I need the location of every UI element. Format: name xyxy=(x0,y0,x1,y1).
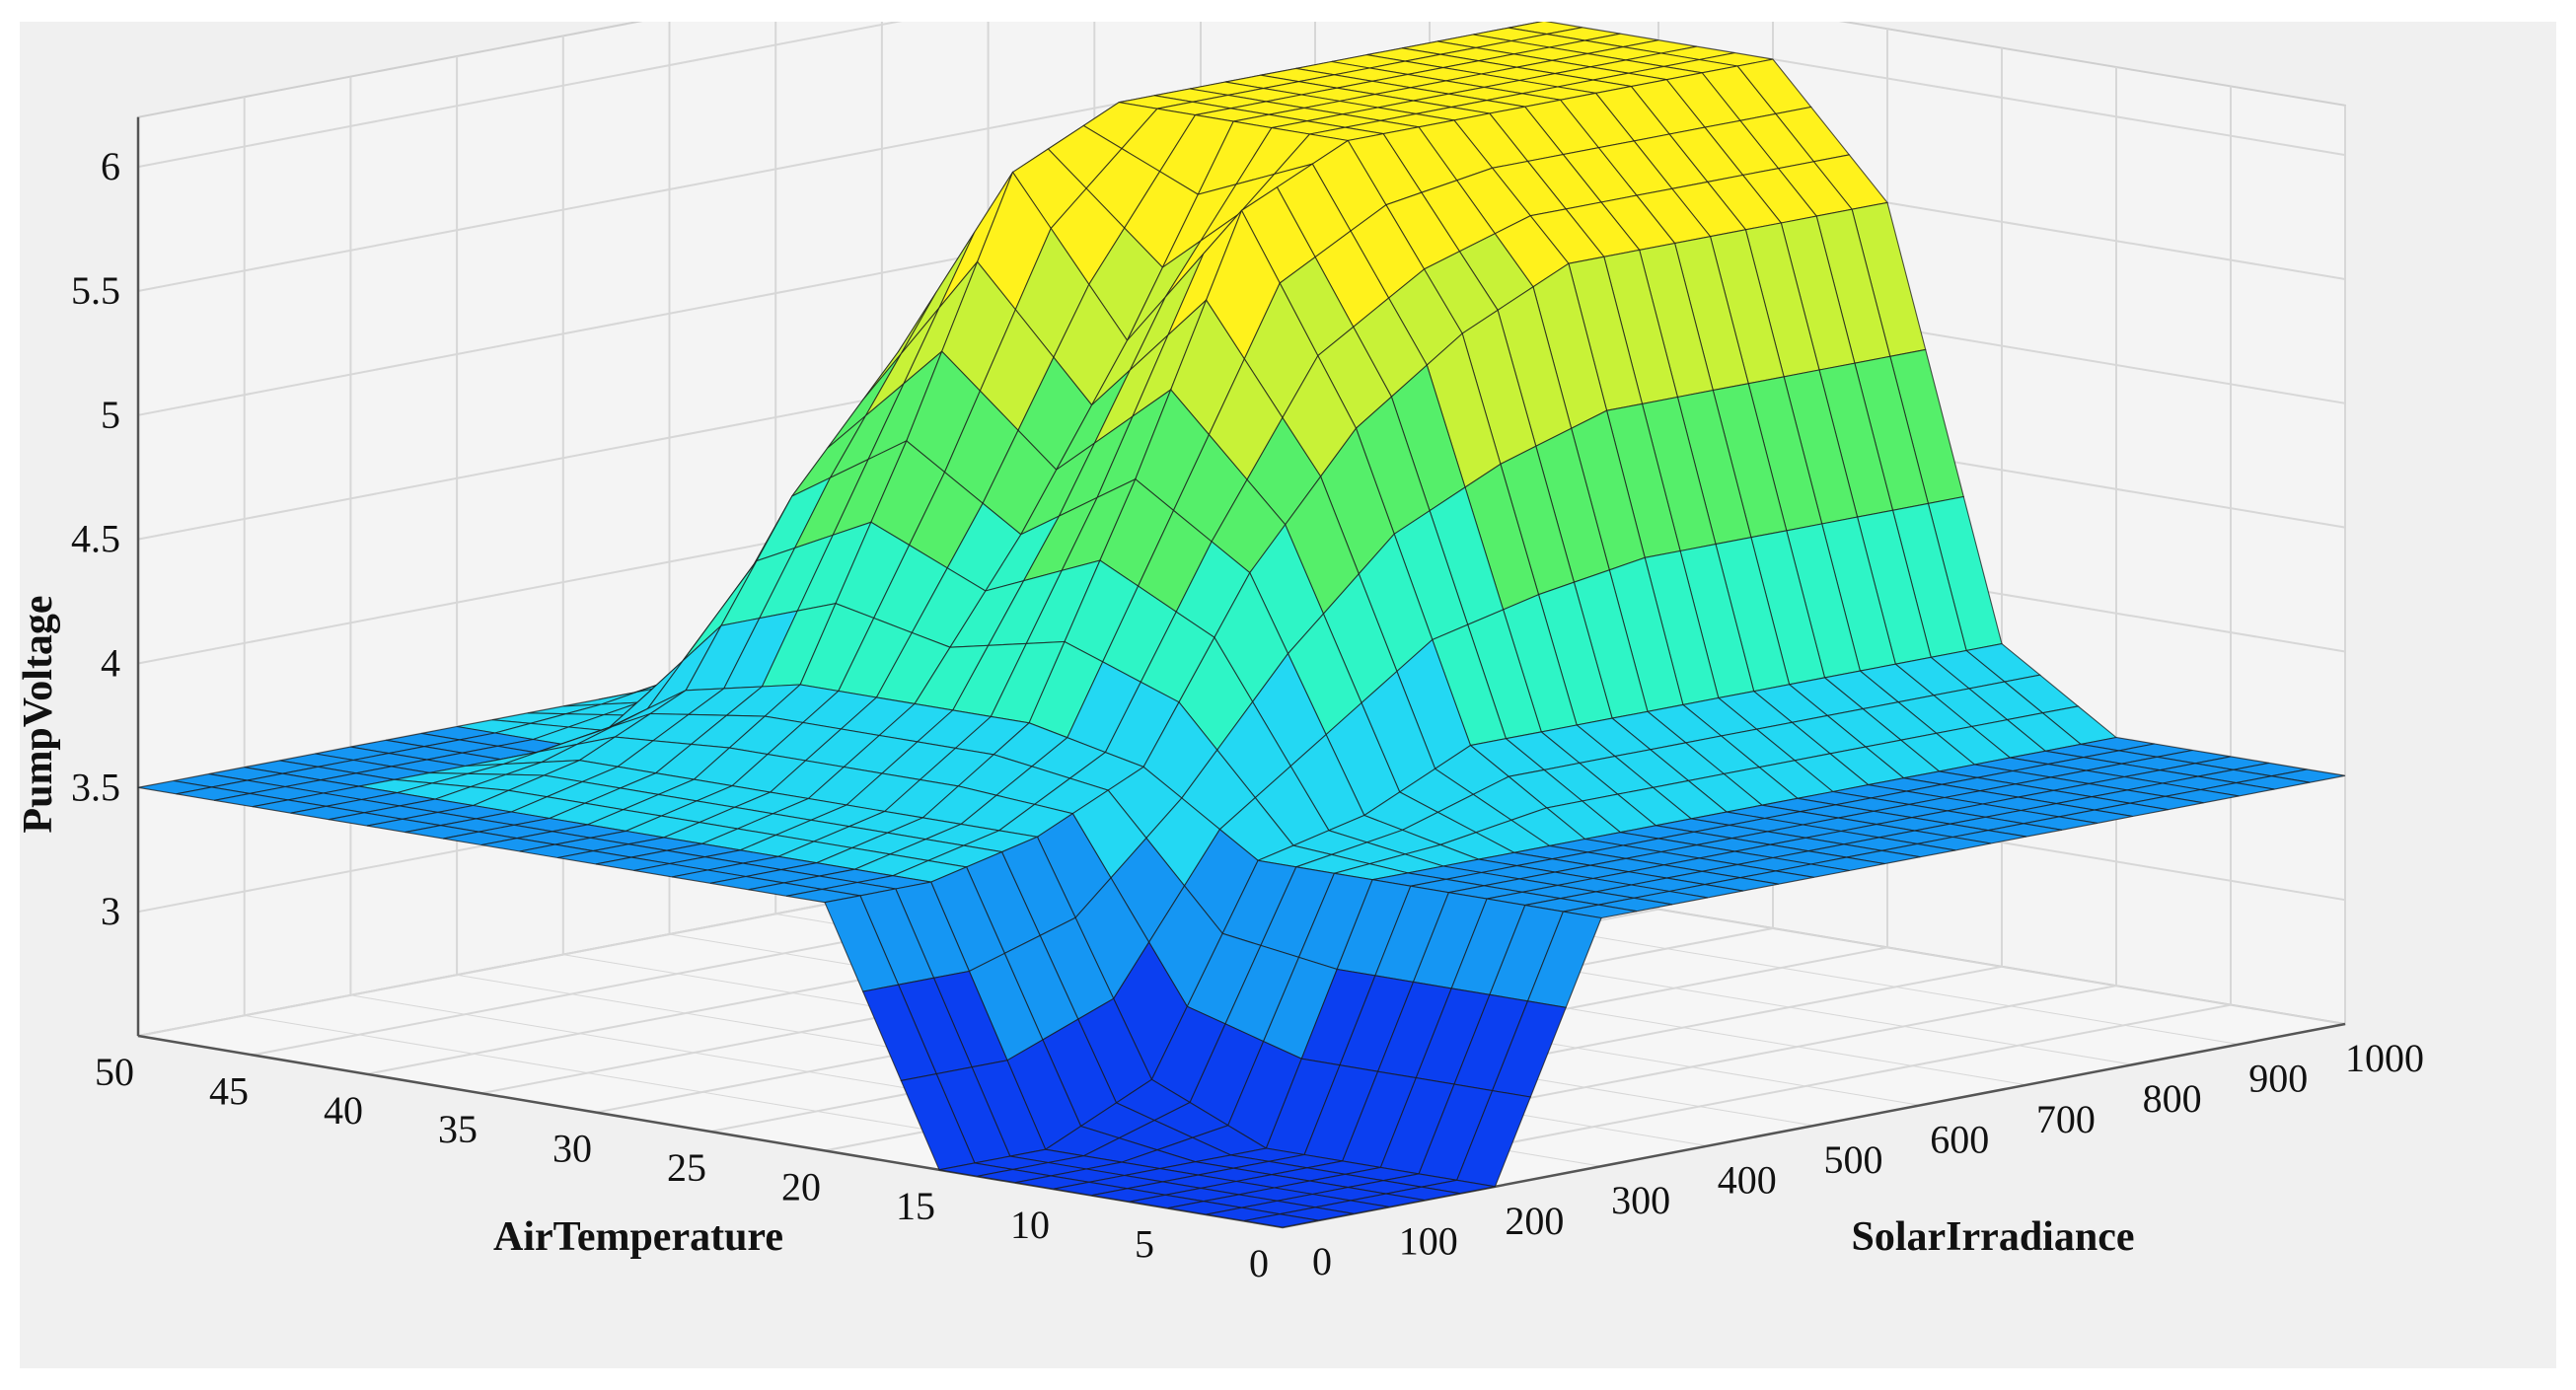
x-tick-label: 500 xyxy=(1824,1137,1883,1182)
wall-grid-z xyxy=(137,22,2346,169)
z-tick-label: 5 xyxy=(101,393,120,437)
x-tick-label: 900 xyxy=(2248,1057,2308,1101)
y-tick-label: 5 xyxy=(1135,1222,1154,1267)
x-tick-label: 300 xyxy=(1611,1178,1670,1222)
x-tick-label: 1000 xyxy=(2345,1036,2424,1080)
z-axis-label: PumpVoltage xyxy=(20,595,61,833)
x-axis-label: SolarIrradiance xyxy=(1852,1214,2135,1260)
x-tick-label: 200 xyxy=(1505,1199,1564,1243)
y-axis-label: AirTemperature xyxy=(493,1214,783,1260)
x-tick-label: 600 xyxy=(1930,1117,1989,1161)
x-tick-label: 700 xyxy=(2036,1097,2096,1141)
z-tick-label: 3 xyxy=(101,889,120,933)
plot-area: 0 100 200 300 400 500 600 700 800 900 1000 0 5 10 15 20… xyxy=(20,22,2556,1368)
z-tick-label: 5.5 xyxy=(71,268,120,313)
z-tick-label: 4.5 xyxy=(71,517,120,561)
x-tick-label: 0 xyxy=(1312,1239,1332,1283)
surface-chart: 0 100 200 300 400 500 600 700 800 900 1000 0 5 10 15 20… xyxy=(20,22,2424,1285)
x-tick-label: 800 xyxy=(2143,1076,2202,1121)
y-tick-label: 50 xyxy=(95,1050,134,1094)
z-tick-label: 3.5 xyxy=(71,765,120,809)
z-tick-label: 6 xyxy=(101,144,120,188)
y-tick-label: 15 xyxy=(896,1184,935,1228)
y-tick-label: 45 xyxy=(209,1068,249,1113)
y-tick-label: 20 xyxy=(781,1164,821,1208)
surface-patch xyxy=(1244,1213,1319,1228)
y-tick-label: 40 xyxy=(324,1088,363,1133)
z-tick-label: 4 xyxy=(101,640,120,685)
y-tick-label: 10 xyxy=(1010,1203,1050,1247)
surface xyxy=(137,22,2346,1228)
x-tick-label: 100 xyxy=(1399,1218,1458,1263)
y-tick-label: 0 xyxy=(1249,1241,1269,1285)
tick-labels: 0 100 200 300 400 500 600 700 800 900 1000 0 5 10 15 20… xyxy=(71,144,2424,1285)
y-tick-label: 35 xyxy=(438,1107,478,1151)
y-tick-label: 25 xyxy=(667,1145,706,1190)
x-tick-label: 400 xyxy=(1718,1158,1777,1203)
y-tick-label: 30 xyxy=(552,1127,592,1171)
